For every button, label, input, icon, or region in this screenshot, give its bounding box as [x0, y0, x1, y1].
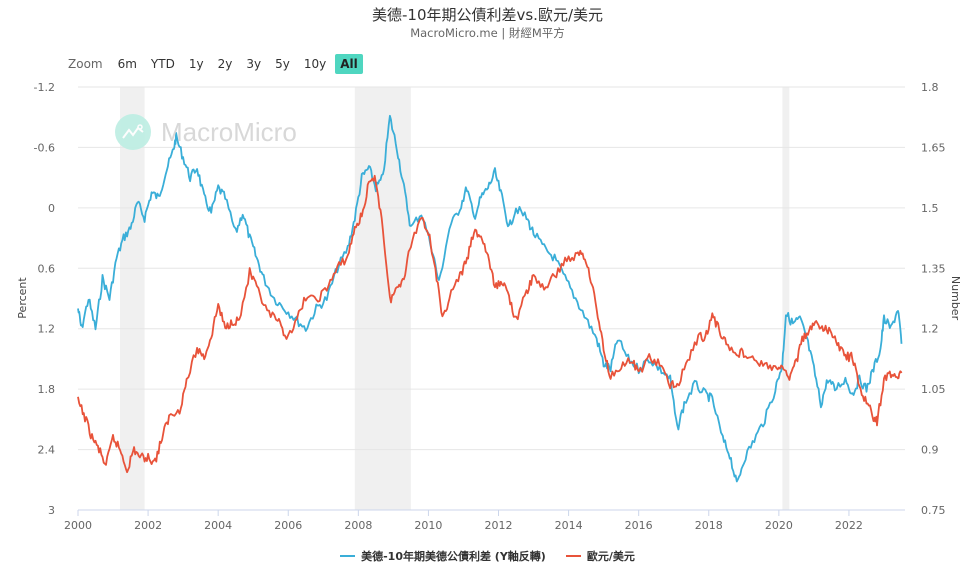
- y-axis-right: 1.8 1.65 1.5 1.35 1.2 1.05 0.9 0.75: [921, 81, 946, 517]
- legend-swatch-spread: [340, 555, 356, 557]
- x-tick-label: 2004: [204, 519, 232, 532]
- y-right-tick-label: 0.75: [921, 504, 946, 517]
- zoom-label: Zoom: [68, 57, 103, 71]
- chart-subtitle: MacroMicro.me | 財經M平方: [410, 26, 565, 40]
- y-right-tick-label: 0.9: [921, 444, 939, 457]
- chart-line-icon: [115, 114, 151, 150]
- recession-band-0: [120, 87, 145, 510]
- legend-item-spread[interactable]: 美德-10年期美德公債利差 (Y軸反轉): [340, 548, 546, 564]
- zoom-10y-button[interactable]: 10y: [303, 57, 327, 71]
- legend: 美德-10年期美德公債利差 (Y軸反轉) 歐元/美元: [0, 548, 975, 564]
- y-left-tick-label: 2.4: [38, 444, 56, 457]
- x-tick-label: 2012: [485, 519, 513, 532]
- recession-band-1: [354, 87, 411, 510]
- y-right-tick-label: 1.8: [921, 81, 939, 94]
- y-left-tick-label: 0: [48, 202, 55, 215]
- zoom-6m-button[interactable]: 6m: [117, 57, 137, 71]
- legend-label-spread: 美德-10年期美德公債利差 (Y軸反轉): [361, 550, 546, 563]
- watermark: MacroMicro: [115, 114, 297, 150]
- watermark-text: MacroMicro: [161, 116, 297, 147]
- zoom-range-selector: Zoom 6m YTD 1y 2y 3y 5y 10y All: [68, 54, 367, 74]
- x-tick-label: 2020: [765, 519, 793, 532]
- y-right-tick-label: 1.5: [921, 202, 939, 215]
- y-left-tick-label: -0.6: [34, 141, 55, 154]
- series-lines: [77, 114, 903, 483]
- gridlines: [78, 86, 905, 511]
- y-left-tick-label: 1.2: [38, 323, 56, 336]
- x-tick-label: 2014: [555, 519, 583, 532]
- x-tick-label: 2008: [344, 519, 372, 532]
- x-tick-label: 2010: [414, 519, 442, 532]
- chart-title: 美德-10年期公債利差vs.歐元/美元: [371, 6, 603, 24]
- legend-label-eurusd: 歐元/美元: [586, 550, 635, 563]
- x-tick-label: 2006: [274, 519, 302, 532]
- y-right-tick-label: 1.35: [921, 262, 946, 275]
- y-left-tick-label: -1.2: [34, 81, 55, 94]
- y-axis-left: -1.2 -0.6 0 0.6 1.2 1.8 2.4 3: [34, 81, 55, 517]
- y-left-tick-label: 0.6: [38, 262, 56, 275]
- x-tick-label: 2022: [835, 519, 863, 532]
- x-tick-label: 2000: [64, 519, 92, 532]
- legend-item-eurusd[interactable]: 歐元/美元: [565, 548, 635, 564]
- y-right-tick-label: 1.65: [921, 141, 946, 154]
- x-tick-label: 2016: [625, 519, 653, 532]
- zoom-all-button[interactable]: All: [335, 54, 363, 74]
- zoom-1y-button[interactable]: 1y: [188, 57, 204, 71]
- series-line-eurusd: [77, 174, 903, 474]
- zoom-5y-button[interactable]: 5y: [275, 57, 290, 71]
- y-right-tick-label: 1.05: [921, 383, 946, 396]
- recession-bands: [120, 87, 790, 510]
- zoom-ytd-button[interactable]: YTD: [150, 57, 175, 71]
- zoom-3y-button[interactable]: 3y: [246, 57, 262, 71]
- y-right-tick-label: 1.2: [921, 323, 939, 336]
- y-left-tick-label: 1.8: [38, 383, 56, 396]
- y-left-tick-label: 3: [48, 504, 55, 517]
- y-axis-left-title: Percent: [16, 277, 29, 319]
- x-axis: 2000 2002 2004 2006 2008 2010 2012 2014 2016 2018…: [64, 510, 863, 532]
- series-line-spread: [77, 114, 903, 483]
- recession-band-2: [782, 87, 790, 510]
- y-axis-right-title: Number: [949, 276, 962, 321]
- zoom-2y-button[interactable]: 2y: [217, 57, 233, 71]
- x-tick-label: 2002: [134, 519, 162, 532]
- x-tick-label: 2018: [695, 519, 723, 532]
- legend-swatch-eurusd: [565, 555, 581, 557]
